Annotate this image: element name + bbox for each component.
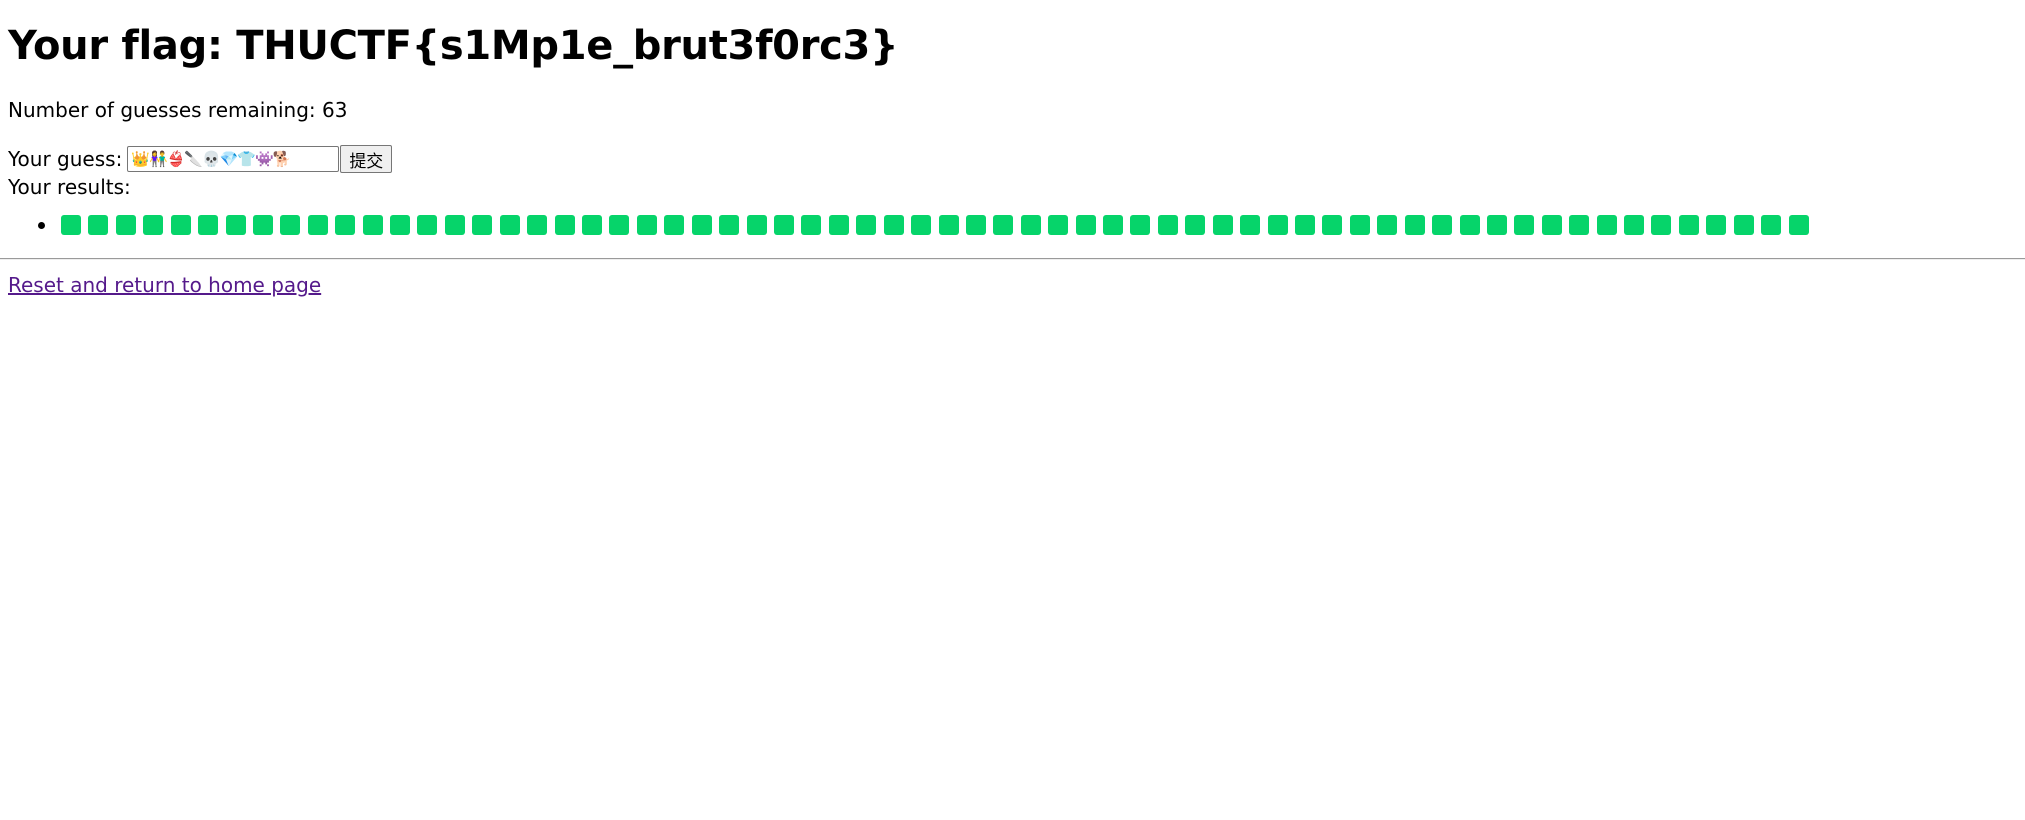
green-square-icon — [965, 215, 986, 235]
green-square-icon — [609, 215, 630, 235]
guesses-remaining-label: Number of guesses remaining: — [8, 98, 316, 122]
green-square-icon — [1404, 215, 1425, 235]
green-square-icon — [911, 215, 932, 235]
green-square-icon — [444, 215, 465, 235]
guess-form: Your guess: 提交 — [8, 144, 2017, 174]
green-square-icon — [1541, 215, 1562, 235]
green-square-icon — [801, 215, 822, 235]
green-square-icon — [198, 215, 219, 235]
green-square-icon — [1569, 215, 1590, 235]
green-square-icon — [115, 215, 136, 235]
green-square-icon — [856, 215, 877, 235]
green-square-icon — [1377, 215, 1398, 235]
divider — [0, 258, 2025, 260]
green-square-icon — [527, 215, 548, 235]
green-square-icon — [88, 215, 109, 235]
green-square-icon — [993, 215, 1014, 235]
green-square-icon — [1514, 215, 1535, 235]
green-square-icon — [1020, 215, 1041, 235]
green-square-icon — [1624, 215, 1645, 235]
green-square-icon — [1651, 215, 1672, 235]
green-square-icon — [307, 215, 328, 235]
green-square-icon — [1103, 215, 1124, 235]
green-square-icon — [664, 215, 685, 235]
green-square-icon — [1678, 215, 1699, 235]
green-square-icon — [1130, 215, 1151, 235]
green-square-icon — [1267, 215, 1288, 235]
bullet-icon — [38, 222, 45, 229]
green-square-icon — [170, 215, 191, 235]
green-square-icon — [1157, 215, 1178, 235]
guesses-remaining-count: 63 — [322, 98, 348, 122]
guesses-remaining: Number of guesses remaining: 63 — [8, 97, 2017, 123]
results-list — [8, 212, 2017, 238]
green-square-icon — [335, 215, 356, 235]
green-square-icon — [691, 215, 712, 235]
green-square-icon — [225, 215, 246, 235]
green-square-icon — [883, 215, 904, 235]
green-square-icon — [1761, 215, 1782, 235]
green-square-icon — [1185, 215, 1206, 235]
green-square-icon — [746, 215, 767, 235]
green-square-icon — [554, 215, 575, 235]
page: Your flag: THUCTF{s1Mp1e_brut3f0rc3} Num… — [0, 0, 2025, 298]
green-square-icon — [719, 215, 740, 235]
green-square-icon — [252, 215, 273, 235]
green-square-icon — [1596, 215, 1617, 235]
result-row — [8, 212, 2017, 238]
guess-label: Your guess: — [8, 147, 123, 171]
results-label: Your results: — [8, 175, 131, 199]
green-square-icon — [362, 215, 383, 235]
green-square-icon — [828, 215, 849, 235]
submit-button[interactable]: 提交 — [340, 145, 393, 173]
green-square-icon — [1048, 215, 1069, 235]
green-square-icon — [1706, 215, 1727, 235]
green-square-icon — [1486, 215, 1507, 235]
green-square-icon — [938, 215, 959, 235]
guess-input[interactable] — [127, 146, 340, 172]
green-square-icon — [1349, 215, 1370, 235]
green-square-icon — [1212, 215, 1233, 235]
green-square-icon — [1240, 215, 1261, 235]
green-square-icon — [390, 215, 411, 235]
green-square-icon — [1075, 215, 1096, 235]
flag-heading: Your flag: THUCTF{s1Mp1e_brut3f0rc3} — [8, 23, 899, 69]
green-square-icon — [582, 215, 603, 235]
result-squares — [61, 215, 1816, 235]
green-square-icon — [61, 215, 81, 235]
green-square-icon — [773, 215, 794, 235]
green-square-icon — [636, 215, 657, 235]
green-square-icon — [1459, 215, 1480, 235]
green-square-icon — [499, 215, 520, 235]
green-square-icon — [1294, 215, 1315, 235]
green-square-icon — [1788, 215, 1809, 235]
green-square-icon — [1733, 215, 1754, 235]
green-square-icon — [472, 215, 493, 235]
green-square-icon — [143, 215, 164, 235]
green-square-icon — [1322, 215, 1343, 235]
green-square-icon — [280, 215, 301, 235]
reset-link[interactable]: Reset and return to home page — [8, 273, 322, 297]
green-square-icon — [417, 215, 438, 235]
green-square-icon — [1432, 215, 1453, 235]
